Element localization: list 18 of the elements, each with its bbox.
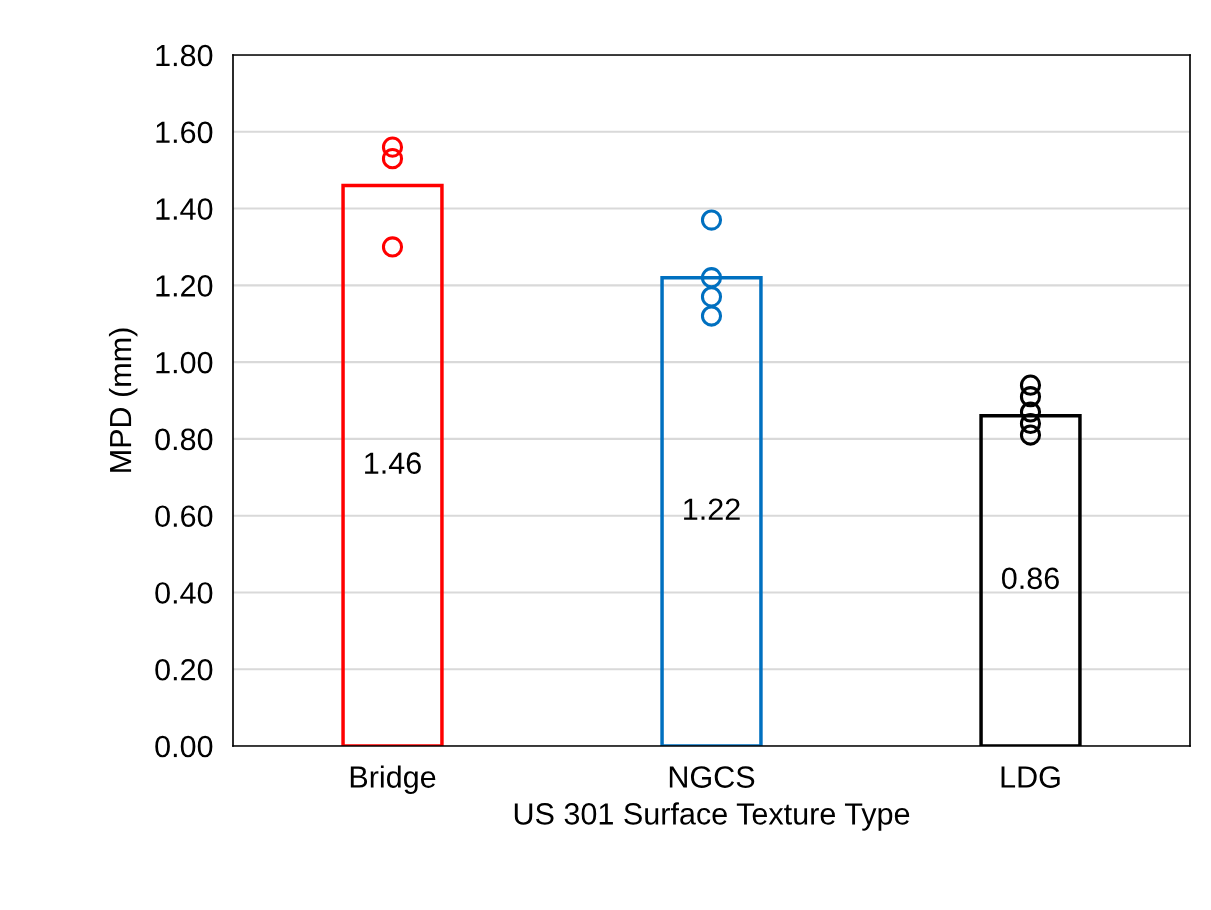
x-axis-title: US 301 Surface Texture Type — [514, 802, 910, 831]
y-tick-label: 1.60 — [156, 121, 213, 144]
y-tick-label: 1.00 — [156, 351, 213, 374]
x-tick-label: LDG — [1001, 766, 1060, 788]
y-tick-label: 0.00 — [155, 735, 213, 758]
x-tick-label: NGCS — [669, 766, 755, 788]
y-tick-label: 0.20 — [155, 658, 213, 681]
y-tick-label: 1.80 — [156, 44, 213, 67]
data-label: 1.46 — [365, 452, 421, 474]
y-tick-label: 0.60 — [155, 505, 213, 528]
y-tick-label: 1.20 — [156, 275, 213, 297]
y-tick-label: 1.40 — [156, 198, 213, 220]
data-label: 0.86 — [1001, 567, 1059, 590]
x-tick-label: Bridge — [350, 765, 436, 794]
y-axis-title: MPD (mm) — [108, 328, 138, 472]
y-tick-label: 0.80 — [155, 428, 213, 451]
data-label: 1.22 — [684, 498, 740, 520]
y-tick-label: 0.40 — [155, 582, 213, 604]
